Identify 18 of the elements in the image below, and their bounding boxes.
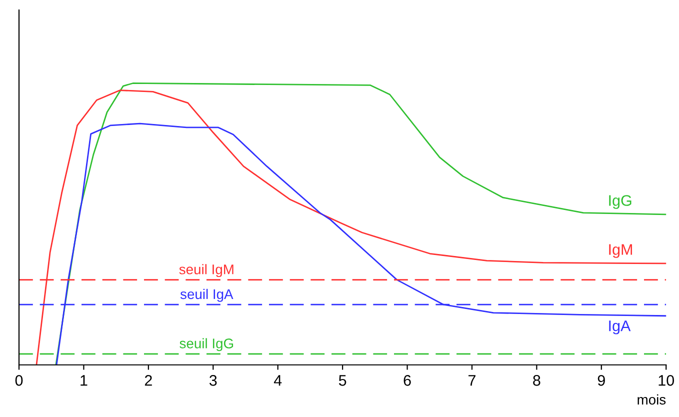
x-axis-title: mois — [638, 394, 666, 405]
x-tick-label: 9 — [598, 375, 605, 386]
x-tick-label: 6 — [404, 375, 411, 386]
x-tick-label: 4 — [274, 375, 282, 386]
x-tick-label: 10 — [658, 375, 674, 386]
x-tick-label: 8 — [533, 375, 540, 386]
ref-line-label: seuil IgG — [180, 338, 234, 352]
ref-line-label: seuil IgM — [179, 264, 234, 278]
x-tick-label: 3 — [209, 375, 217, 386]
series-label: IgM — [609, 244, 632, 258]
ref-line-label: seuil IgA — [180, 288, 234, 302]
series-label: IgA — [609, 320, 631, 334]
x-tick-label: 7 — [468, 375, 476, 386]
x-tick-label: 0 — [15, 375, 23, 386]
x-tick-label: 2 — [144, 375, 152, 386]
x-tick-label: 1 — [80, 375, 88, 386]
x-tick-label: 5 — [338, 375, 346, 386]
series-label: IgG — [609, 195, 632, 209]
